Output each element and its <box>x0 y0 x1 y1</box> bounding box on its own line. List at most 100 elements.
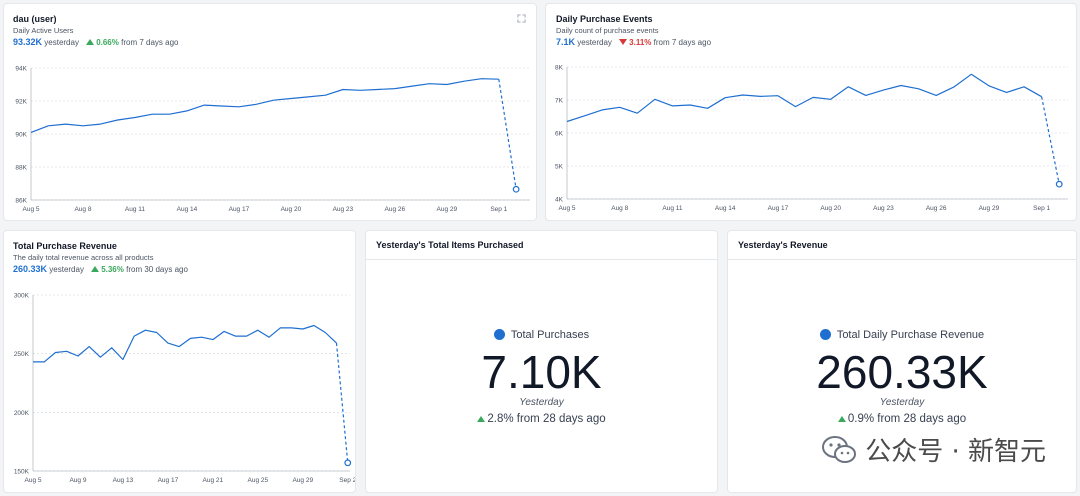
card-title: Yesterday's Revenue <box>738 240 828 250</box>
y-tick-label: 150K <box>14 469 30 476</box>
card-header: Yesterday's Revenue <box>728 231 1076 260</box>
change-value: 5.36% <box>101 265 124 274</box>
kpi-body: Total Purchases 7.10K Yesterday 2.8% fro… <box>366 260 717 492</box>
kpi-caption: Yesterday <box>879 397 925 408</box>
card-stats: 93.32K yesterday 0.66% from 7 days ago <box>13 37 178 47</box>
series-dashed-segment <box>1041 96 1060 185</box>
legend-label: Total Purchases <box>510 329 590 341</box>
x-tick-label: Aug 9 <box>69 477 86 484</box>
x-tick-label: Aug 26 <box>385 206 406 213</box>
y-tick-label: 6K <box>555 131 564 138</box>
legend-label: Total Daily Purchase Revenue <box>836 329 985 341</box>
y-tick-label: 300K <box>14 293 30 300</box>
x-tick-label: Aug 29 <box>437 206 458 213</box>
kpi-body: Total Daily Purchase Revenue 260.33K Yes… <box>728 260 1076 492</box>
value-label: yesterday <box>577 38 612 47</box>
x-tick-label: Aug 17 <box>158 477 179 484</box>
x-tick-label: Aug 26 <box>926 205 947 212</box>
change-label: from 30 days ago <box>126 265 188 274</box>
expand-icon[interactable] <box>517 14 526 23</box>
change-value: 3.11% <box>629 38 652 47</box>
x-tick-label: Aug 5 <box>23 206 40 213</box>
trend-up-icon <box>477 416 486 422</box>
x-tick-label: Aug 21 <box>203 477 224 484</box>
x-tick-label: Aug 14 <box>177 206 198 213</box>
card-stats: 260.33K yesterday 5.36% from 30 days ago <box>13 264 188 274</box>
series-end-point <box>344 459 352 467</box>
series-end-point <box>512 185 520 193</box>
x-tick-label: Aug 23 <box>333 206 354 213</box>
kpi-caption: Yesterday <box>519 397 564 408</box>
purchase-events-card: Daily Purchase Events Daily count of pur… <box>545 3 1077 221</box>
x-tick-label: Aug 13 <box>113 477 134 484</box>
y-tick-label: 200K <box>14 410 30 417</box>
change-value: 0.66% <box>96 38 119 47</box>
revenue-line-chart: 150K 200K 250K 300K Aug 5 Aug 9 Aug 13 Aug 17 Au… <box>14 293 356 485</box>
trend-up-icon <box>91 266 100 272</box>
kpi-value: 7.10K <box>481 346 602 398</box>
x-tick-label: Aug 11 <box>125 206 146 213</box>
x-tick-label: Aug 20 <box>820 205 841 212</box>
x-tick-label: Aug 29 <box>979 205 1000 212</box>
current-value: 260.33K <box>13 264 48 274</box>
x-tick-label: Aug 23 <box>873 205 894 212</box>
card-stats: 7.1K yesterday 3.11% from 7 days ago <box>556 37 711 47</box>
card-subtitle: Daily count of purchase events <box>556 26 659 35</box>
card-title: Total Purchase Revenue <box>13 241 117 251</box>
x-tick-label: Sep 1 <box>1033 205 1050 212</box>
card-title: Daily Purchase Events <box>556 14 653 24</box>
current-value: 93.32K <box>13 37 43 47</box>
trend-up-icon <box>86 39 95 45</box>
x-tick-label: Aug 14 <box>715 205 736 212</box>
change-label: from 7 days ago <box>121 38 179 47</box>
dau-line-chart: 86K 88K 90K 92K 94K Aug 5 Aug 8 Aug 11 Aug 14 Aug… <box>15 66 530 213</box>
trend-down-icon <box>619 39 628 45</box>
x-tick-label: Aug 8 <box>74 206 91 213</box>
kpi-change: 2.8% from 28 days ago <box>366 413 717 425</box>
card-subtitle: The daily total revenue across all produ… <box>13 253 154 262</box>
x-tick-label: Aug 17 <box>768 205 789 212</box>
y-tick-label: 90K <box>15 132 27 139</box>
revenue-chart-card: Total Purchase Revenue The daily total r… <box>3 230 356 493</box>
current-value: 7.1K <box>556 37 576 47</box>
x-tick-label: Aug 25 <box>248 477 269 484</box>
purchase-events-line-chart: 4K 5K 6K 7K 8K Aug 5 Aug 8 Aug 11 Aug 14 Aug 17 Au… <box>555 65 1068 212</box>
items-kpi-card: Yesterday's Total Items Purchased Total … <box>365 230 718 493</box>
change-text: 0.9% from 28 days ago <box>847 413 967 425</box>
kpi-change: 0.9% from 28 days ago <box>728 413 1076 425</box>
kpi-legend: Total Purchases <box>366 329 717 341</box>
kpi-value: 260.33K <box>816 346 988 398</box>
series-line <box>566 73 1042 123</box>
y-tick-label: 250K <box>14 351 30 358</box>
revenue-kpi-card: Yesterday's Revenue Total Daily Purchase… <box>727 230 1077 493</box>
card-header: Yesterday's Total Items Purchased <box>366 231 717 260</box>
x-tick-label: Aug 5 <box>25 477 42 484</box>
watermark: 公众号 · 新智元 <box>821 431 1046 468</box>
dau-card: dau (user) Daily Active Users 93.32K yes… <box>3 3 537 221</box>
series-line <box>30 78 499 133</box>
series-end-point <box>1055 180 1063 188</box>
y-tick-label: 92K <box>15 99 27 106</box>
x-tick-label: Aug 5 <box>559 205 576 212</box>
x-tick-label: Aug 17 <box>229 206 250 213</box>
x-tick-label: Sep 1 <box>490 206 507 213</box>
y-tick-label: 4K <box>555 197 564 204</box>
series-dot-icon <box>819 329 831 340</box>
trend-up-icon <box>837 416 846 422</box>
card-title: Yesterday's Total Items Purchased <box>376 240 524 250</box>
y-tick-label: 94K <box>15 66 27 73</box>
card-title: dau (user) <box>13 14 57 24</box>
series-line <box>33 324 337 363</box>
y-tick-label: 8K <box>555 65 564 72</box>
series-dashed-segment <box>498 79 517 190</box>
card-subtitle: Daily Active Users <box>13 26 74 35</box>
change-label: from 7 days ago <box>653 38 712 47</box>
y-tick-label: 5K <box>555 164 564 171</box>
x-tick-label: Sep 2 <box>339 477 356 484</box>
wechat-icon <box>822 435 857 463</box>
value-label: yesterday <box>44 38 79 47</box>
x-tick-label: Aug 8 <box>611 205 628 212</box>
y-tick-label: 88K <box>15 165 27 172</box>
y-tick-label: 7K <box>555 98 564 105</box>
change-text: 2.8% from 28 days ago <box>487 413 606 425</box>
